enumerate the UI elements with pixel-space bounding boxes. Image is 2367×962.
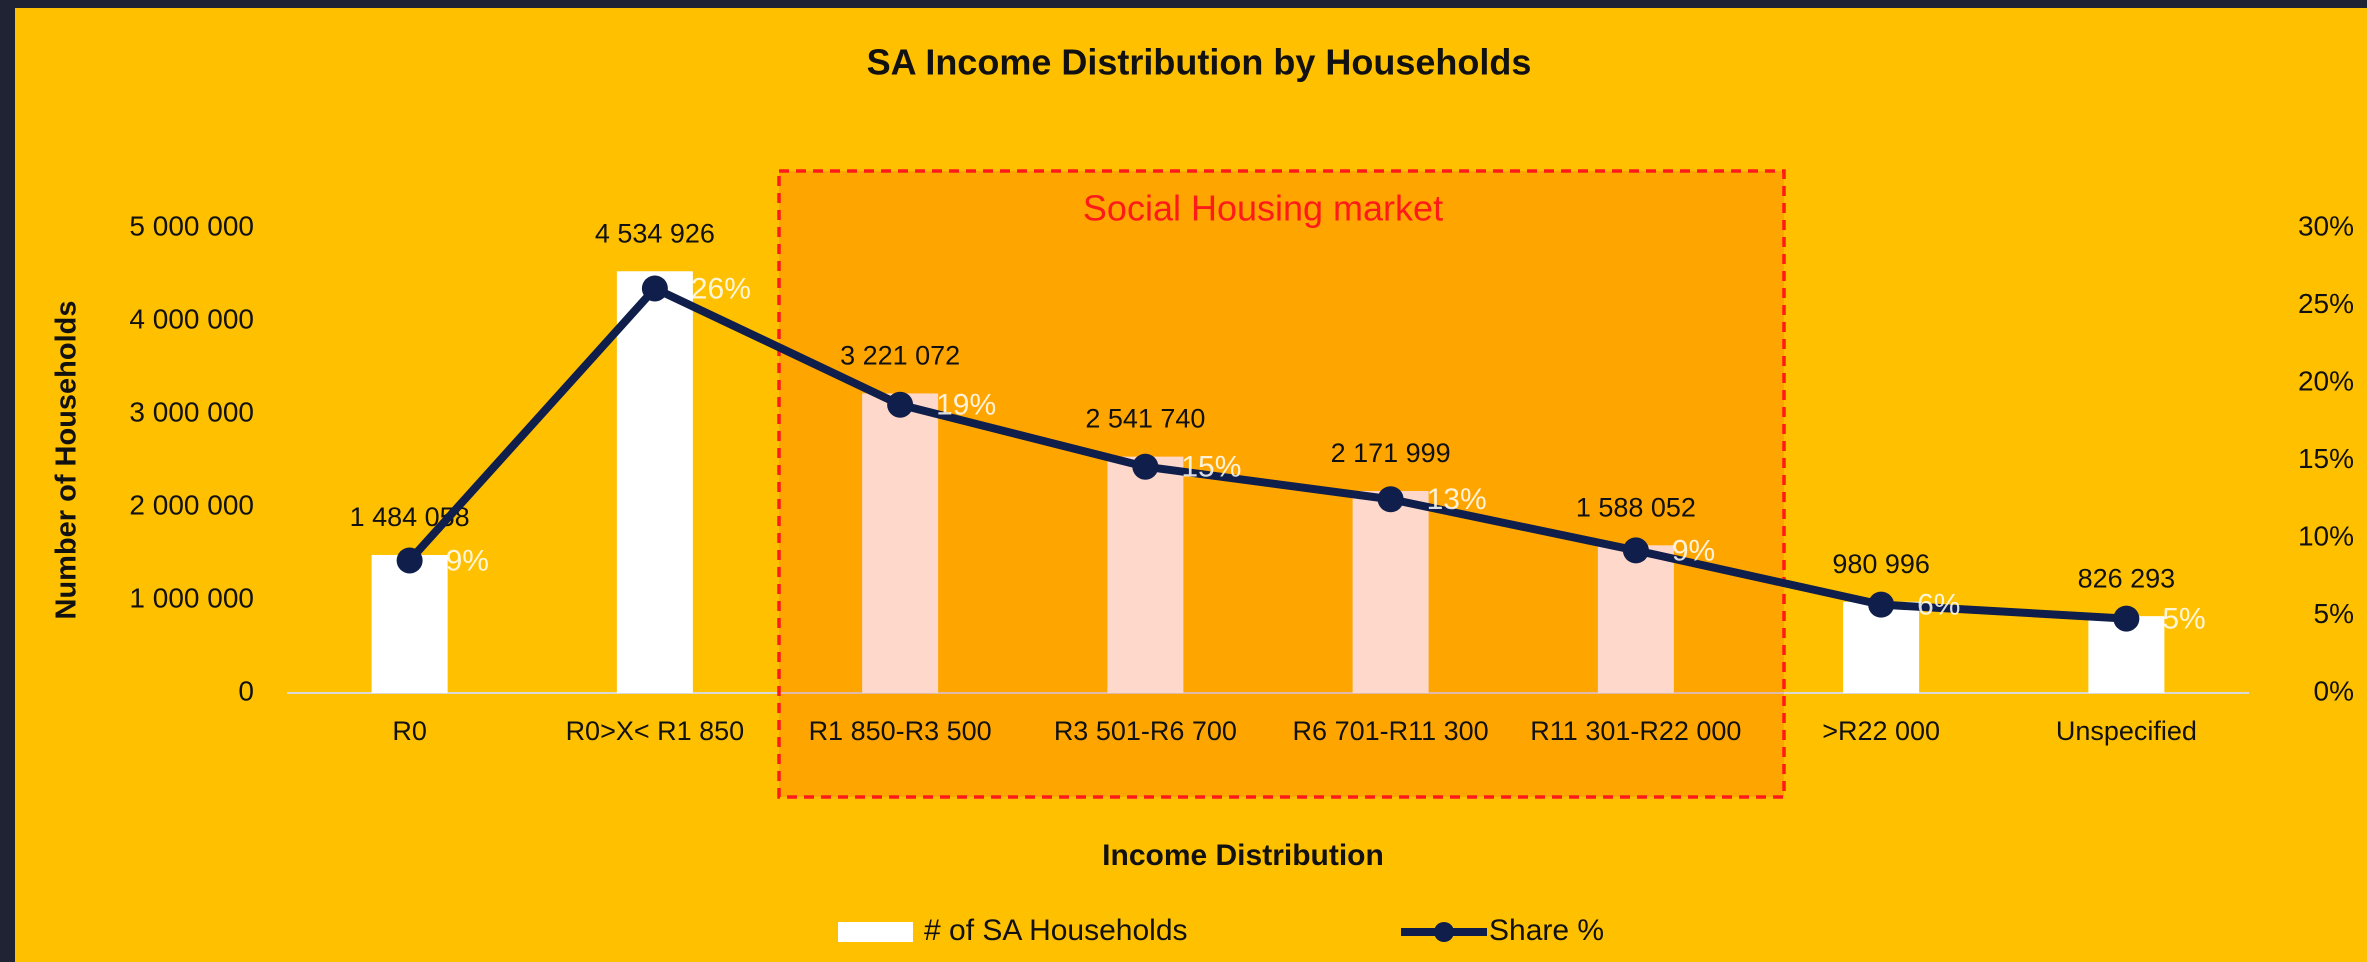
line-marker bbox=[1622, 537, 1649, 564]
x-tick-label: >R22 000 bbox=[1822, 716, 1940, 746]
bar bbox=[1597, 545, 1674, 693]
bar-value-label: 3 221 072 bbox=[840, 341, 960, 371]
y2-tick-label: 30% bbox=[2298, 210, 2354, 241]
bar bbox=[371, 554, 448, 693]
y-tick-label: 2 000 000 bbox=[129, 489, 254, 520]
bar-value-label: 2 171 999 bbox=[1331, 438, 1451, 468]
bar bbox=[616, 271, 693, 693]
bar bbox=[1107, 456, 1184, 693]
x-tick-label: R1 850-R3 500 bbox=[809, 716, 992, 746]
line bbox=[406, 284, 2127, 623]
line-value-label: 19% bbox=[936, 389, 996, 422]
line-value-label: 9% bbox=[1672, 534, 1715, 567]
line-value-label: 26% bbox=[691, 272, 751, 305]
y2-tick-label: 5% bbox=[2314, 598, 2354, 629]
y2-tick-label: 10% bbox=[2298, 520, 2354, 551]
chart-background bbox=[15, 8, 2367, 962]
bar-value-label: 2 541 740 bbox=[1085, 404, 1205, 434]
line-value-label: 9% bbox=[446, 544, 489, 577]
y2-tick-label: 0% bbox=[2314, 675, 2354, 706]
bar-value-label: 980 996 bbox=[1832, 549, 1930, 579]
x-tick-label: R11 301-R22 000 bbox=[1530, 716, 1741, 746]
x-tick-label: R3 501-R6 700 bbox=[1054, 716, 1237, 746]
x-axis-title: Income Distribution bbox=[1102, 839, 1384, 872]
x-tick-label: Unspecified bbox=[2056, 716, 2197, 746]
line-value-label: 13% bbox=[1427, 483, 1487, 516]
line-marker bbox=[2113, 605, 2140, 632]
line-marker bbox=[1132, 453, 1159, 480]
bar-value-label: 1 588 052 bbox=[1576, 492, 1696, 522]
y-tick-label: 0 bbox=[238, 675, 254, 706]
line-marker bbox=[396, 547, 423, 574]
line-value-label: 15% bbox=[1181, 451, 1241, 484]
line-marker bbox=[1377, 486, 1404, 513]
y2-tick-label: 25% bbox=[2298, 288, 2354, 319]
line-marker bbox=[641, 275, 668, 302]
x-tick-label: R0 bbox=[392, 716, 427, 746]
legend-swatch bbox=[1434, 922, 1454, 942]
legend-swatch bbox=[838, 922, 913, 942]
y-tick-label: 1 000 000 bbox=[129, 582, 254, 613]
legend-label: Share % bbox=[1489, 914, 1604, 947]
y2-tick-label: 20% bbox=[2298, 365, 2354, 396]
y-tick-label: 3 000 000 bbox=[129, 396, 254, 427]
x-tick-label: R0>X< R1 850 bbox=[566, 716, 745, 746]
y2-tick-label: 15% bbox=[2298, 443, 2354, 474]
line-value-label: 5% bbox=[2162, 603, 2205, 636]
bar bbox=[1352, 491, 1429, 693]
line-marker bbox=[887, 391, 914, 418]
bar-value-label: 826 293 bbox=[2078, 563, 2176, 593]
y-axis-title: Number of Households bbox=[51, 300, 83, 619]
bar bbox=[862, 393, 939, 693]
bar-value-label: 4 534 926 bbox=[595, 218, 715, 248]
chart-title: SA Income Distribution by Households bbox=[867, 42, 1532, 83]
legend-label: # of SA Households bbox=[924, 914, 1188, 947]
line-marker bbox=[1868, 591, 1895, 618]
y-tick-label: 5 000 000 bbox=[129, 210, 254, 241]
line-value-label: 6% bbox=[1917, 589, 1960, 622]
annotation-text: Social Housing market bbox=[1083, 188, 1443, 229]
x-tick-label: R6 701-R11 300 bbox=[1293, 716, 1489, 746]
y-tick-label: 4 000 000 bbox=[129, 303, 254, 334]
